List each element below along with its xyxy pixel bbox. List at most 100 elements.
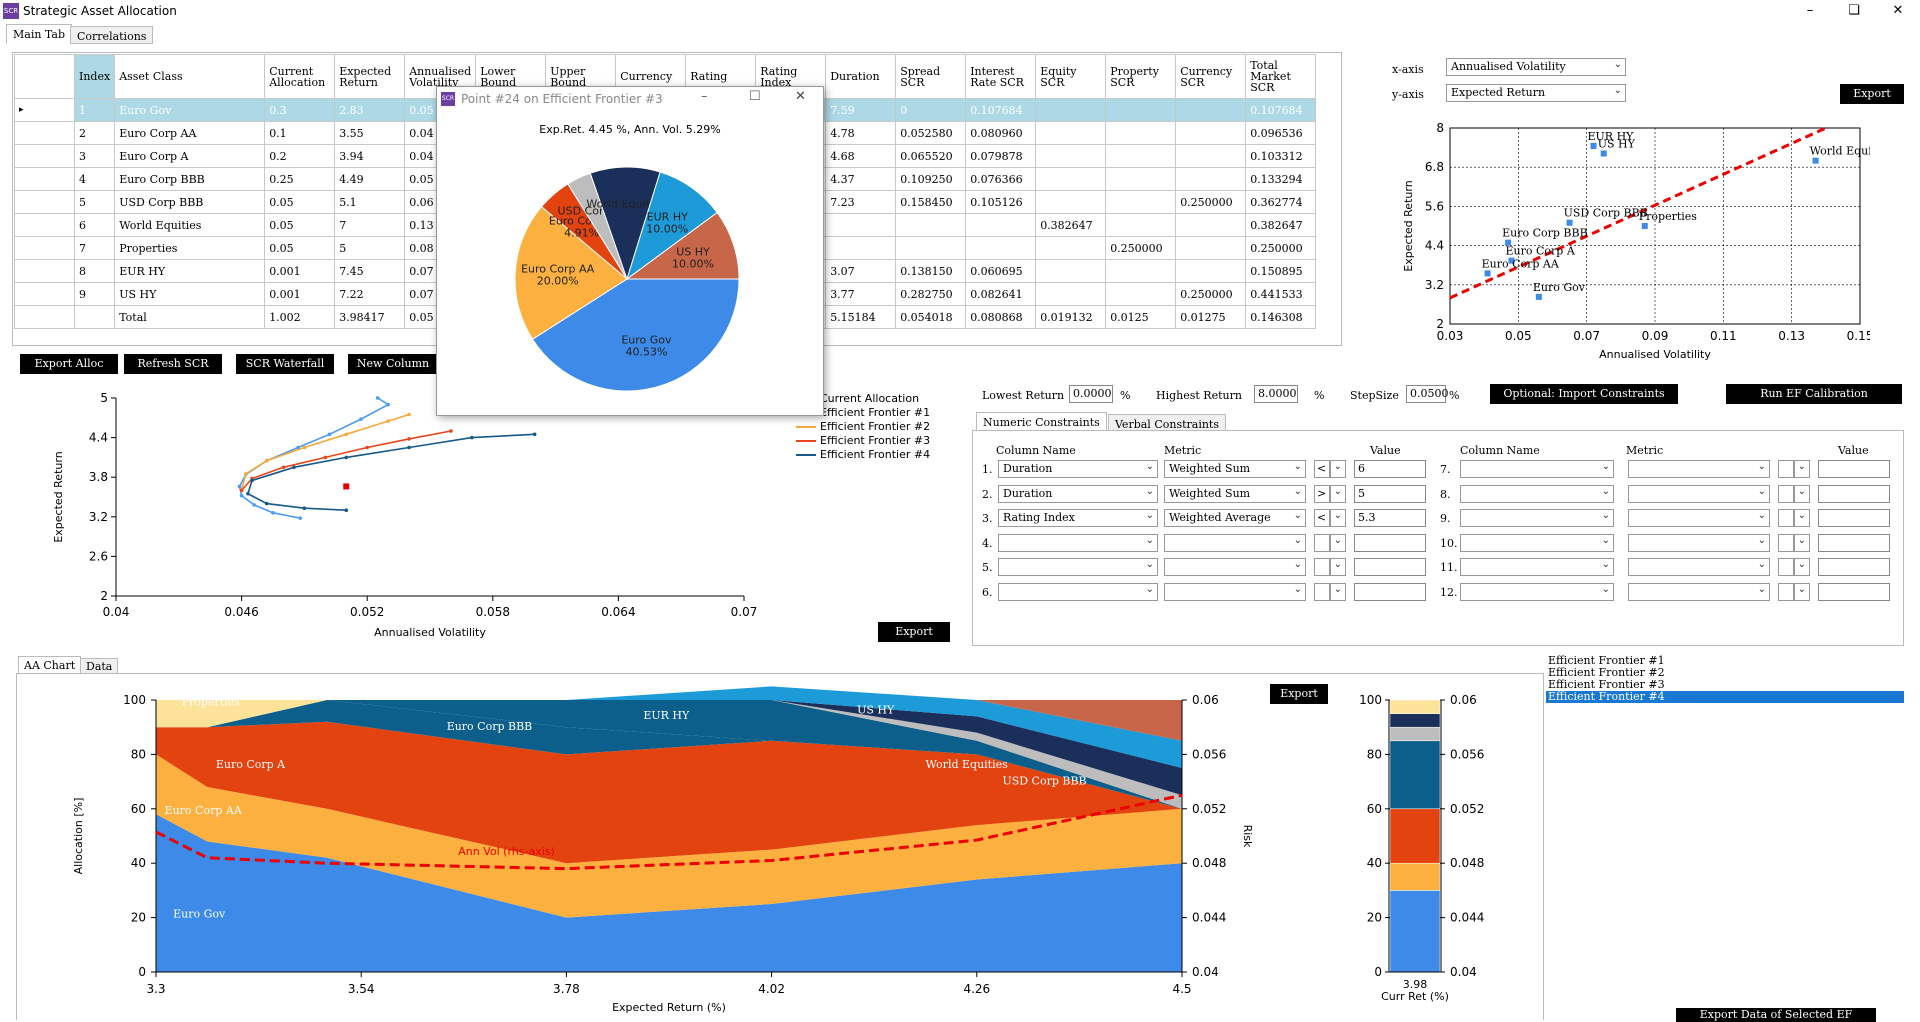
constraint-operator-dropdown[interactable]: ⌄ xyxy=(1330,582,1346,601)
constraint-column-select[interactable]: Duration ⌄ xyxy=(998,460,1158,478)
constraint-column-select[interactable]: ⌄ xyxy=(1460,533,1614,552)
table-cell[interactable]: 0.052580 xyxy=(895,121,967,145)
constraint-value-input[interactable] xyxy=(1354,582,1426,601)
table-cell[interactable]: 0.080960 xyxy=(965,121,1037,145)
constraint-metric-select[interactable]: Weighted Average ⌄ xyxy=(1164,509,1306,527)
column-header[interactable]: Duration xyxy=(825,54,897,99)
table-cell[interactable]: 5.1 xyxy=(334,190,406,214)
constraint-column-select[interactable]: ⌄ xyxy=(998,558,1158,576)
table-cell[interactable] xyxy=(1105,259,1177,283)
constraint-metric-select[interactable]: Weighted Sum ⌄ xyxy=(1164,484,1306,503)
tab-main[interactable]: Main Tab xyxy=(6,24,73,44)
table-cell[interactable] xyxy=(1105,167,1177,191)
constraint-metric-select[interactable]: ⌄ xyxy=(1164,582,1306,601)
table-cell[interactable]: 0.001 xyxy=(264,259,336,283)
constraint-operator-select[interactable] xyxy=(1778,509,1794,527)
popup-close-button[interactable]: ✕ xyxy=(795,89,806,104)
column-header[interactable]: Spread SCR xyxy=(895,54,967,99)
table-cell[interactable]: 4.49 xyxy=(334,167,406,191)
table-cell[interactable]: 0.076366 xyxy=(965,167,1037,191)
table-cell[interactable]: 0.3 xyxy=(264,98,336,122)
constraint-operator-select[interactable] xyxy=(1314,582,1330,601)
constraint-value-input[interactable] xyxy=(1818,558,1890,576)
tab-verbal-constraints[interactable]: Verbal Constraints xyxy=(1108,414,1226,431)
tab-aa-chart[interactable]: AA Chart xyxy=(18,656,82,674)
table-cell[interactable]: 1 xyxy=(73,98,116,122)
ef-list-item[interactable]: Efficient Frontier #3 xyxy=(1548,678,1665,691)
table-cell[interactable]: 5.15184 xyxy=(825,305,897,329)
table-cell[interactable]: 0.05 xyxy=(264,213,336,237)
constraint-operator-dropdown[interactable]: ⌄ xyxy=(1794,509,1810,527)
table-cell[interactable] xyxy=(1035,190,1107,214)
table-cell[interactable]: 0.080868 xyxy=(965,305,1037,329)
popup-maximize-button[interactable]: ☐ xyxy=(749,89,761,104)
table-cell[interactable]: 0.082641 xyxy=(965,282,1037,306)
tab-numeric-constraints[interactable]: Numeric Constraints xyxy=(976,412,1107,431)
table-cell[interactable] xyxy=(1035,282,1107,306)
table-cell[interactable]: World Equities xyxy=(114,213,266,237)
table-cell[interactable]: 0.05 xyxy=(264,190,336,214)
table-cell[interactable]: 4.68 xyxy=(825,144,897,168)
constraint-value-input[interactable]: 6 xyxy=(1354,460,1426,478)
table-cell[interactable] xyxy=(1035,167,1107,191)
table-cell[interactable]: 3.94 xyxy=(334,144,406,168)
constraint-value-input[interactable] xyxy=(1354,558,1426,576)
import-constraints-button[interactable]: Optional: Import Constraints xyxy=(1490,384,1678,404)
table-cell[interactable]: 0.2 xyxy=(264,144,336,168)
constraint-value-input[interactable] xyxy=(1354,533,1426,552)
highest-return-input[interactable]: 8.0000 xyxy=(1254,385,1298,403)
constraint-metric-select[interactable]: ⌄ xyxy=(1628,533,1770,552)
table-cell[interactable]: 7 xyxy=(334,213,406,237)
table-cell[interactable]: 2 xyxy=(73,121,116,145)
table-cell[interactable]: US HY xyxy=(114,282,266,306)
table-cell[interactable]: 4.78 xyxy=(825,121,897,145)
step-size-input[interactable]: 0.0500 xyxy=(1406,385,1449,403)
table-cell[interactable]: Euro Corp A xyxy=(114,144,266,168)
table-cell[interactable]: 0.250000 xyxy=(1175,282,1247,306)
constraint-metric-select[interactable]: ⌄ xyxy=(1628,484,1770,503)
constraint-operator-dropdown[interactable]: ⌄ xyxy=(1794,460,1810,478)
constraint-value-input[interactable] xyxy=(1818,509,1890,527)
constraint-column-select[interactable]: ⌄ xyxy=(1460,558,1614,576)
constraint-operator-select[interactable]: < xyxy=(1314,509,1330,527)
table-cell[interactable]: USD Corp BBB xyxy=(114,190,266,214)
table-cell[interactable] xyxy=(1105,213,1177,237)
table-cell[interactable] xyxy=(1035,98,1107,122)
constraint-column-select[interactable]: ⌄ xyxy=(1460,460,1614,478)
table-cell[interactable] xyxy=(1105,282,1177,306)
table-cell[interactable]: 0.060695 xyxy=(965,259,1037,283)
table-cell[interactable] xyxy=(1035,236,1107,260)
table-cell[interactable]: 0.25 xyxy=(264,167,336,191)
table-cell[interactable] xyxy=(1105,144,1177,168)
table-cell[interactable]: Euro Corp AA xyxy=(114,121,266,145)
table-cell[interactable]: 0.282750 xyxy=(895,282,967,306)
column-header[interactable]: Total Market SCR xyxy=(1245,54,1317,99)
table-cell[interactable]: 0.146308 xyxy=(1245,305,1317,329)
constraint-column-select[interactable]: Rating Index ⌄ xyxy=(998,509,1158,527)
constraint-operator-dropdown[interactable]: ⌄ xyxy=(1794,533,1810,552)
table-cell[interactable]: 0.133294 xyxy=(1245,167,1317,191)
constraint-operator-select[interactable]: > xyxy=(1314,484,1330,503)
table-cell[interactable]: 0 xyxy=(895,98,967,122)
table-cell[interactable]: 0.107684 xyxy=(1245,98,1317,122)
table-cell[interactable] xyxy=(965,213,1037,237)
column-header[interactable]: Currency SCR xyxy=(1175,54,1247,99)
table-cell[interactable] xyxy=(1175,167,1247,191)
constraint-metric-select[interactable]: ⌄ xyxy=(1628,582,1770,601)
constraint-column-select[interactable]: ⌄ xyxy=(998,533,1158,552)
table-cell[interactable]: Euro Corp BBB xyxy=(114,167,266,191)
refresh-scr-button[interactable]: Refresh SCR xyxy=(124,354,222,374)
export-selected-ef-button[interactable]: Export Data of Selected EF xyxy=(1676,1008,1876,1022)
table-cell[interactable]: Properties xyxy=(114,236,266,260)
row-header[interactable] xyxy=(14,236,75,260)
tab-data[interactable]: Data xyxy=(80,658,119,674)
table-cell[interactable] xyxy=(73,305,116,329)
row-header[interactable] xyxy=(14,144,75,168)
constraint-column-select[interactable]: ⌄ xyxy=(998,582,1158,601)
table-cell[interactable]: 0.05 xyxy=(264,236,336,260)
constraint-value-input[interactable] xyxy=(1818,460,1890,478)
constraint-metric-select[interactable]: ⌄ xyxy=(1628,509,1770,527)
table-cell[interactable]: 3.98417 xyxy=(334,305,406,329)
ef-list-item[interactable]: Efficient Frontier #4 xyxy=(1546,691,1904,703)
table-cell[interactable]: 7 xyxy=(73,236,116,260)
